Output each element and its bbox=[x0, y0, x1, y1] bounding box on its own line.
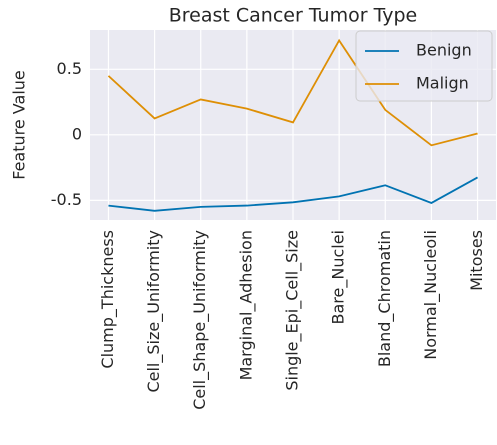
x-tick-label: Bland_Chromatin bbox=[375, 230, 395, 367]
line bbox=[108, 176, 478, 212]
y-tick-label: -0.5 bbox=[51, 190, 82, 209]
chart-title: Breast Cancer Tumor Type bbox=[169, 5, 417, 27]
line bbox=[107, 38, 478, 147]
x-tick-label: Cell_Shape_Uniformity bbox=[190, 230, 210, 410]
x-tick-label: Bare_Nuclei bbox=[329, 230, 349, 325]
x-tick-label: Clump_Thickness bbox=[98, 230, 118, 369]
x-tick-label: Single_Epi_Cell_Size bbox=[283, 230, 303, 391]
x-tick-label: Mitoses bbox=[467, 230, 486, 291]
legend-label: Malign bbox=[416, 74, 469, 93]
legend-label: Benign bbox=[416, 41, 472, 60]
y-axis-label: Feature Value bbox=[10, 70, 29, 179]
x-tick-label: Marginal_Adhesion bbox=[236, 230, 256, 380]
y-tick-label: 0.5 bbox=[57, 59, 82, 78]
x-tick-label: Normal_Nucleoli bbox=[421, 230, 441, 360]
x-tick-label: Cell_Size_Uniformity bbox=[144, 230, 164, 393]
y-tick-label: 0 bbox=[72, 124, 82, 143]
